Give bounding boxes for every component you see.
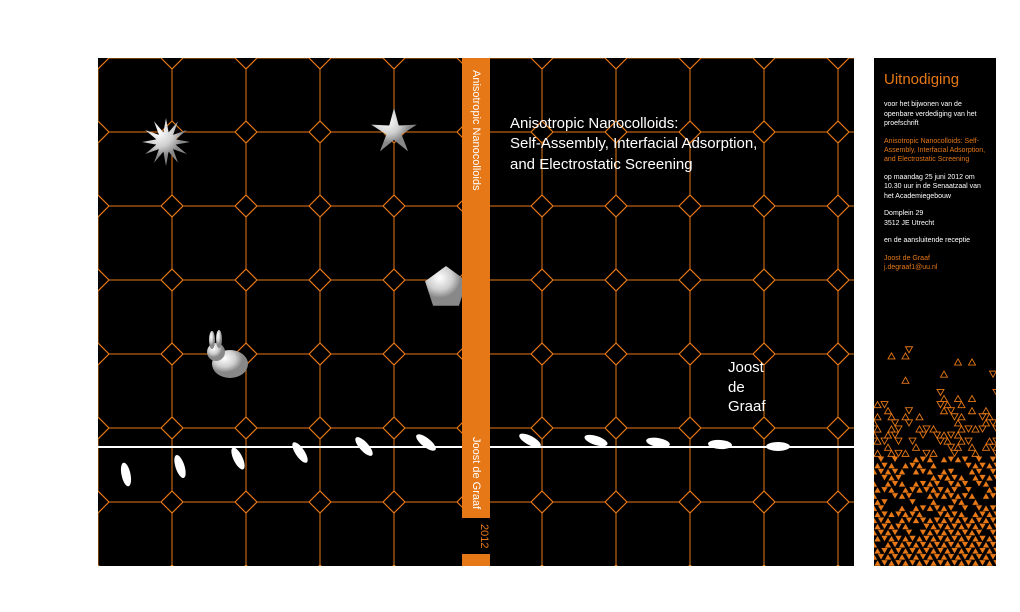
ellipsoid-particle (766, 442, 790, 451)
author-line-3: Graaf (728, 397, 766, 417)
invitation-heading: Uitnodiging (884, 70, 986, 90)
inv-p1: voor het bijwonen van de openbare verded… (884, 100, 986, 128)
star-shape-icon (140, 116, 192, 168)
starfish-shape-icon (368, 106, 420, 158)
cover-title: Anisotropic Nanocolloids: Self-Assembly,… (510, 114, 840, 175)
inv-p6: Joost de Graaf j.degraaf1@uu.nl (884, 254, 986, 273)
inv-p4: Domplein 29 3512 JE Utrecht (884, 209, 986, 228)
title-line-2: Self-Assembly, Interfacial Adsorption, (510, 134, 840, 154)
thesis-cover: Anisotropic Nanocolloids Joost de Graaf … (98, 58, 854, 566)
invitation-text: Uitnodiging voor het bijwonen van de ope… (874, 58, 996, 292)
inv-p3: op maandag 25 juni 2012 om 10.30 uur in … (884, 173, 986, 201)
invitation-card: Uitnodiging voor het bijwonen van de ope… (874, 58, 996, 566)
book-spine: Anisotropic Nanocolloids Joost de Graaf … (462, 58, 490, 566)
author-line-1: Joost (728, 358, 766, 378)
spine-year: 2012 (462, 518, 490, 554)
cover-author: Joost de Graaf (728, 358, 766, 417)
author-line-2: de (728, 378, 766, 398)
inv-p5: en de aansluitende receptie (884, 236, 986, 245)
bunny-shape-icon (202, 330, 254, 382)
title-line-1: Anisotropic Nanocolloids: (510, 114, 840, 134)
triangle-dither-pattern (874, 346, 996, 566)
inv-p2: Anisotropic Nanocolloids: Self-Assembly,… (884, 137, 986, 165)
spine-title: Anisotropic Nanocolloids (470, 70, 482, 190)
spine-author: Joost de Graaf (470, 437, 482, 509)
title-line-3: and Electrostatic Screening (510, 155, 840, 175)
